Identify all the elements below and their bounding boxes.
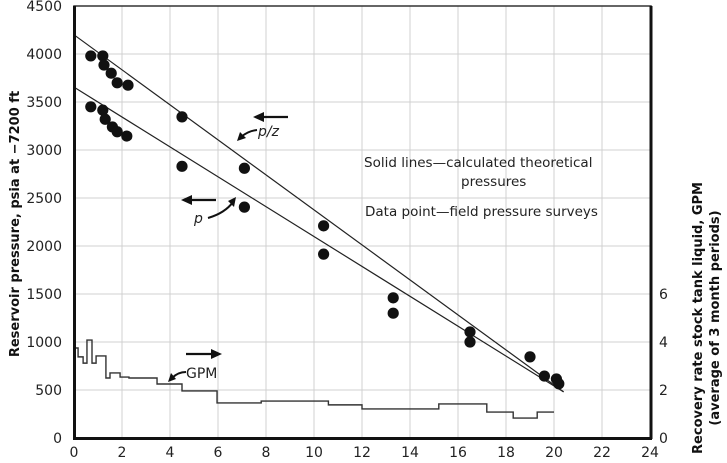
y-tick-label: 1500: [26, 287, 62, 303]
pz-label: p/z: [257, 124, 280, 140]
y2-tick-label: 6: [659, 287, 668, 303]
gpm-step-path: [74, 339, 554, 419]
data-point: [122, 79, 134, 91]
data-point: [85, 50, 97, 62]
y2-tick-label: 2: [659, 383, 668, 399]
pz-pointer-head-icon: [237, 132, 246, 141]
data-point: [387, 292, 399, 304]
x-tick-label: 12: [353, 445, 371, 461]
legend-note-line2: pressures: [461, 174, 526, 190]
x-tick-label: 16: [449, 445, 467, 461]
y-tick-label: 2500: [26, 191, 62, 207]
data-point: [464, 326, 476, 338]
data-point: [111, 126, 123, 138]
y-axis-label: Reservoir pressure, psia at −7200 ft: [8, 91, 23, 357]
data-point: [238, 201, 250, 213]
data-point: [99, 113, 111, 125]
grid: [74, 6, 650, 438]
data-point: [318, 248, 330, 260]
x-tick-label: 0: [70, 445, 79, 461]
y-tick-label: 1000: [26, 335, 62, 351]
y-tick-label: 0: [53, 431, 62, 447]
x-tick-label: 10: [305, 445, 323, 461]
data-point: [111, 77, 123, 89]
data-point: [176, 160, 188, 172]
y2-tick-label: 4: [659, 335, 668, 351]
x-tick-label: 4: [166, 445, 175, 461]
data-points: [85, 50, 565, 390]
x-tick-label: 22: [593, 445, 611, 461]
data-point: [85, 101, 97, 113]
y-tick-label: 4000: [26, 47, 62, 63]
x-tick-label: 14: [401, 445, 419, 461]
x-tick-label: 18: [497, 445, 515, 461]
data-point: [105, 67, 117, 79]
x-tick-label: 8: [262, 445, 271, 461]
x-tick-label: 6: [214, 445, 223, 461]
y2-tick-labels: 0 2 4 6: [659, 287, 668, 447]
data-point: [121, 130, 133, 142]
legend-note-line3: Data point—field pressure surveys: [365, 204, 598, 220]
y-tick-label: 2000: [26, 239, 62, 255]
gpm-label: GPM: [186, 366, 217, 382]
y-tick-label: 4500: [26, 0, 62, 15]
y-tick-label: 3500: [26, 95, 62, 111]
x-tick-label: 24: [641, 445, 659, 461]
x-tick-label: 20: [545, 445, 563, 461]
p-pointer-head-icon: [228, 197, 236, 207]
legend-note-line1: Solid lines—calculated theoretical: [364, 155, 592, 171]
y2-tick-label: 0: [659, 431, 668, 447]
gpm-step-line: [74, 339, 554, 419]
pz-arrow-icon: [253, 112, 288, 122]
data-point: [524, 351, 536, 363]
y-tick-label: 3000: [26, 143, 62, 159]
data-point: [176, 111, 188, 123]
x-tick-label: 2: [118, 445, 127, 461]
data-point: [98, 59, 110, 71]
y-tick-label: 500: [35, 383, 62, 399]
data-point: [553, 378, 565, 390]
x-tick-labels: 0 2 4 6 8 10 12 14 16 18 20 22 24: [70, 445, 659, 461]
p-pointer-icon: [207, 201, 234, 219]
data-point: [318, 220, 330, 232]
calculated-line: [73, 86, 564, 393]
y2-axis-label-line1: Recovery rate stock tank liquid, GPM: [691, 182, 706, 454]
data-point: [238, 162, 250, 174]
y2-axis-label-line2: (average of 3 month periods): [708, 210, 723, 425]
p-arrow-icon: [181, 195, 216, 205]
data-point: [387, 307, 399, 319]
data-point: [97, 104, 109, 116]
y-tick-labels: 0 500 1000 1500 2000 2500 3000 3500 4000 4500: [26, 0, 62, 447]
data-point: [464, 336, 476, 348]
p-label: p: [193, 211, 203, 227]
calculated-line: [73, 34, 564, 393]
gpm-pointer-head-icon: [168, 373, 176, 382]
gpm-arrow-icon: [186, 349, 222, 359]
calculated-lines: [73, 34, 564, 393]
data-point: [538, 370, 551, 382]
data-point: [97, 50, 109, 62]
